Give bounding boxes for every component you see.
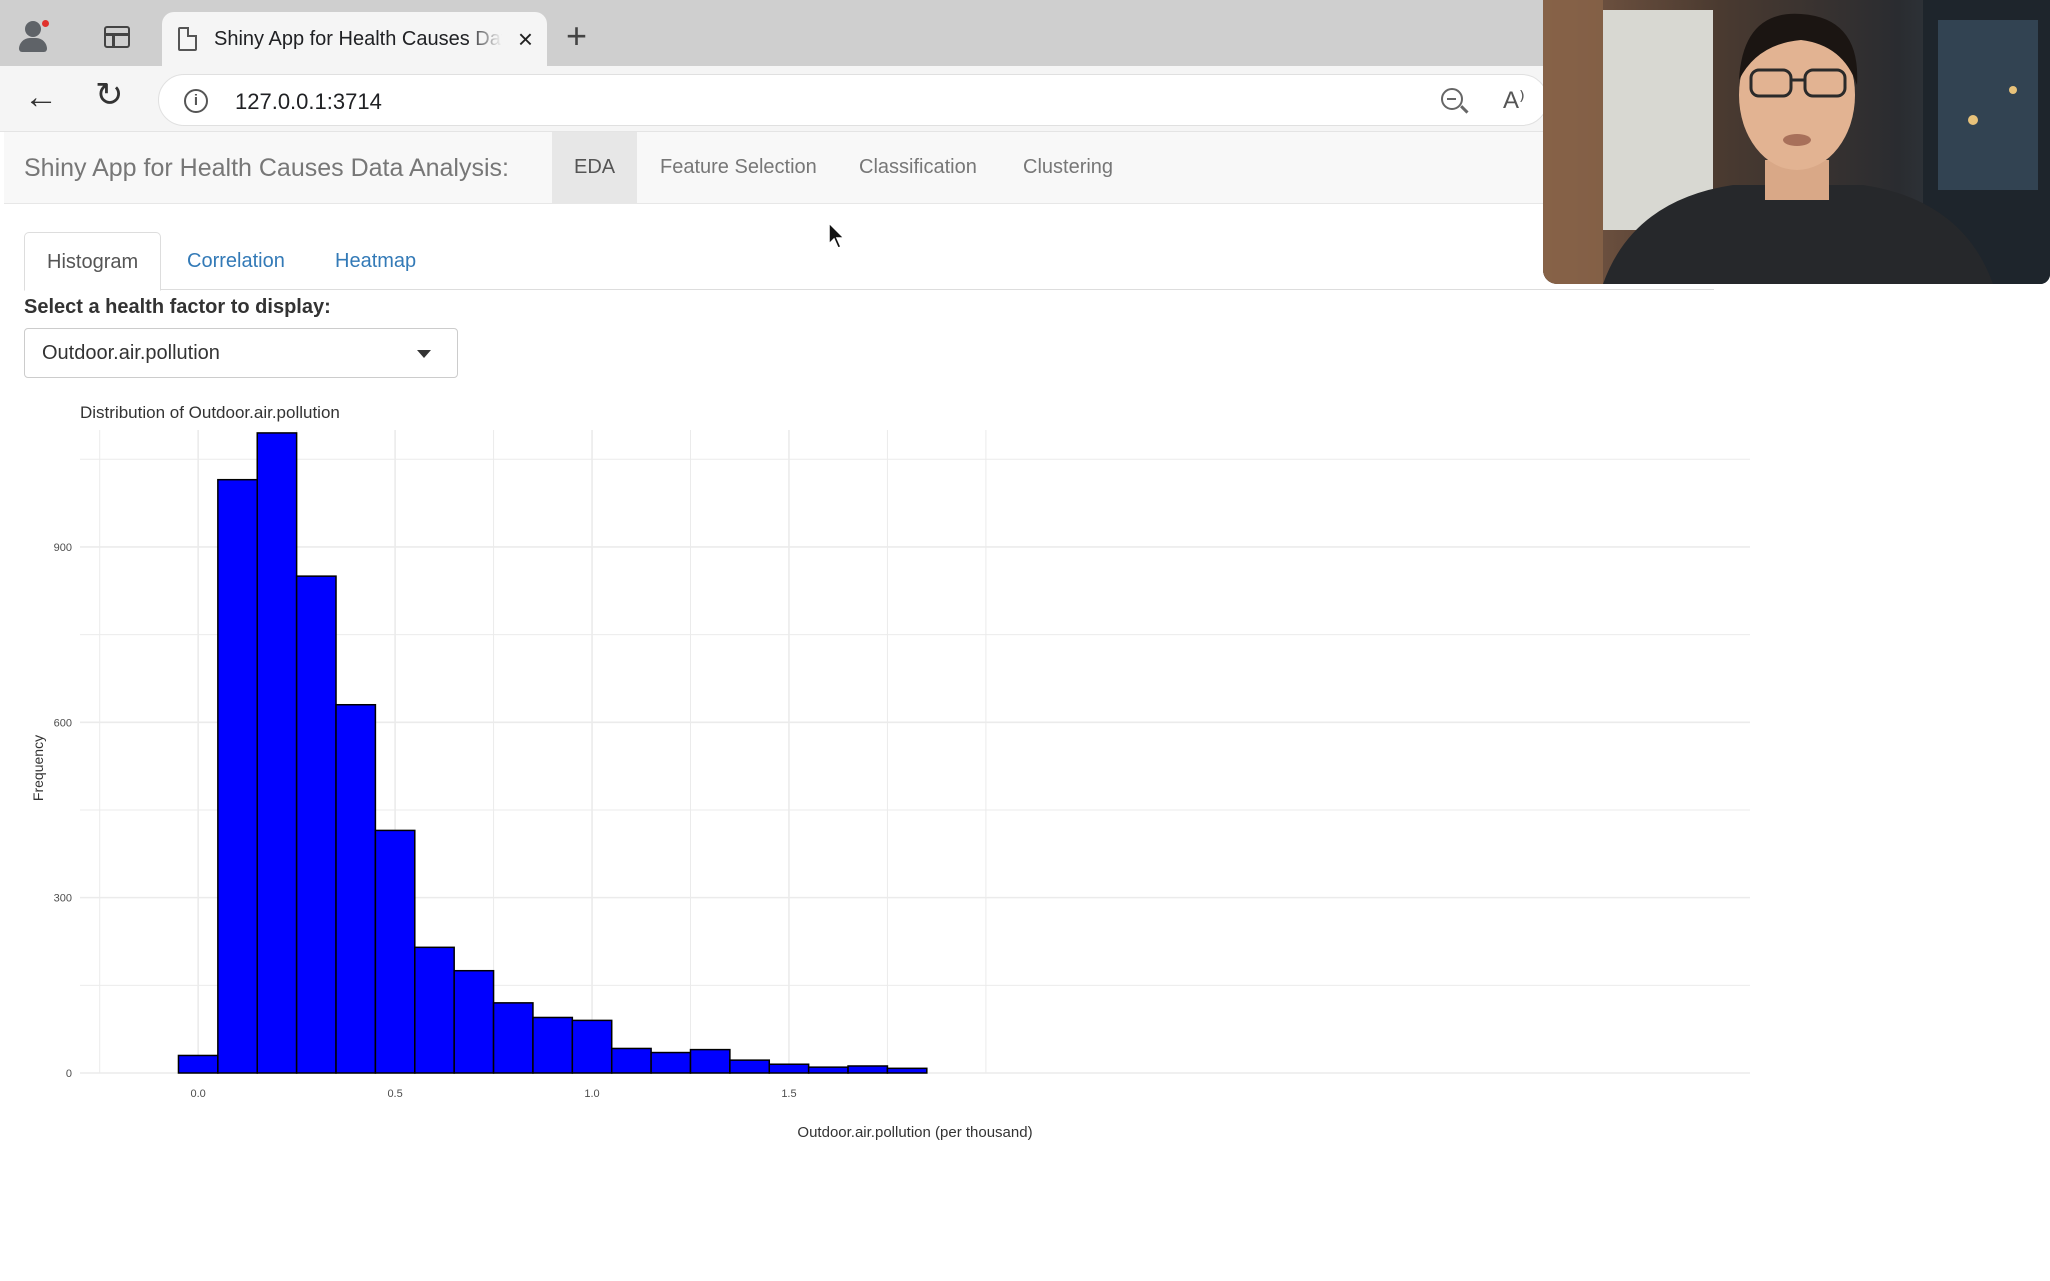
- histogram-bar: [610, 1047, 652, 1074]
- nav-tab-clustering[interactable]: Clustering: [1023, 156, 1114, 178]
- webcam-overlay: [1543, 0, 2050, 284]
- histogram-bar: [295, 575, 337, 1074]
- close-tab-icon[interactable]: ×: [517, 24, 533, 54]
- page-icon: [178, 27, 197, 51]
- histogram-bar: [335, 703, 377, 1074]
- histogram-bar: [650, 1051, 692, 1074]
- x-tick-label: 0.5: [387, 1088, 402, 1100]
- chart-title: Distribution of Outdoor.air.pollution: [80, 403, 340, 422]
- subtab-correlation[interactable]: Correlation: [187, 250, 285, 272]
- nav-tab-eda[interactable]: EDA: [552, 132, 638, 203]
- health-factor-value: Outdoor.air.pollution: [42, 342, 220, 364]
- chart-ticks: 0 300 600 900 0.0 0.5 1.0 1.5: [54, 542, 797, 1100]
- url-text[interactable]: 127.0.0.1:3714: [235, 89, 382, 114]
- histogram-bar: [886, 1067, 928, 1074]
- histogram-bar: [453, 969, 495, 1074]
- mouse-cursor-icon: [828, 222, 846, 249]
- histogram-bar: [374, 829, 416, 1074]
- tab-actions-icon[interactable]: [104, 26, 130, 48]
- new-tab-icon[interactable]: +: [566, 15, 588, 56]
- histogram-bar: [729, 1059, 771, 1074]
- eda-subtabs: Histogram Correlation Heatmap: [24, 232, 1714, 291]
- nav-tab-classification[interactable]: Classification: [859, 156, 977, 178]
- profile-icon[interactable]: [16, 18, 51, 52]
- subtab-heatmap[interactable]: Heatmap: [335, 250, 417, 272]
- chart-bars: [177, 432, 928, 1074]
- y-tick-label: 0: [66, 1068, 72, 1080]
- histogram-bar: [847, 1065, 889, 1074]
- histogram-bar: [807, 1066, 849, 1074]
- histogram-bar: [532, 1016, 574, 1074]
- health-factor-label: Select a health factor to display:: [24, 296, 331, 318]
- y-tick-label: 300: [54, 893, 72, 905]
- chart-y-axis-label: Frequency: [30, 735, 46, 801]
- reload-icon[interactable]: ↻: [95, 76, 124, 114]
- y-tick-label: 900: [54, 542, 72, 554]
- x-tick-label: 1.5: [781, 1088, 796, 1100]
- info-icon[interactable]: i: [184, 89, 208, 113]
- histogram-bar: [492, 1002, 534, 1074]
- zoom-out-icon[interactable]: [1441, 88, 1463, 110]
- histogram-bar: [768, 1063, 810, 1074]
- subtab-histogram[interactable]: Histogram: [24, 232, 162, 291]
- y-tick-label: 600: [54, 717, 72, 729]
- x-tick-label: 0.0: [191, 1088, 206, 1100]
- histogram-chart: 0 300 600 900 0.0 0.5 1.0 1.5 Distribution of O…: [30, 403, 1750, 1141]
- read-aloud-icon[interactable]: A⁾: [1503, 87, 1525, 114]
- histogram-bar: [217, 478, 258, 1074]
- app-brand: Shiny App for Health Causes Data Analysi…: [24, 154, 509, 182]
- histogram-bar: [689, 1048, 731, 1074]
- histogram-bar: [256, 432, 298, 1074]
- nav-tab-feature-selection[interactable]: Feature Selection: [660, 156, 817, 178]
- chart-x-axis-label: Outdoor.air.pollution (per thousand): [797, 1124, 1032, 1141]
- browser-tab[interactable]: Shiny App for Health Causes Data Analysi…: [162, 12, 547, 66]
- histogram-bar: [177, 1054, 219, 1074]
- back-icon[interactable]: ←: [24, 78, 58, 116]
- caret-down-icon: [417, 350, 431, 358]
- x-tick-label: 1.0: [584, 1088, 599, 1100]
- histogram-bar: [571, 1019, 613, 1074]
- histogram-bar: [414, 946, 455, 1074]
- health-factor-select[interactable]: Outdoor.air.pollution: [24, 328, 458, 378]
- address-bar[interactable]: i 127.0.0.1:3714 A⁾: [158, 74, 1548, 126]
- tab-title: Shiny App for Health Causes Data Analysi…: [214, 28, 502, 50]
